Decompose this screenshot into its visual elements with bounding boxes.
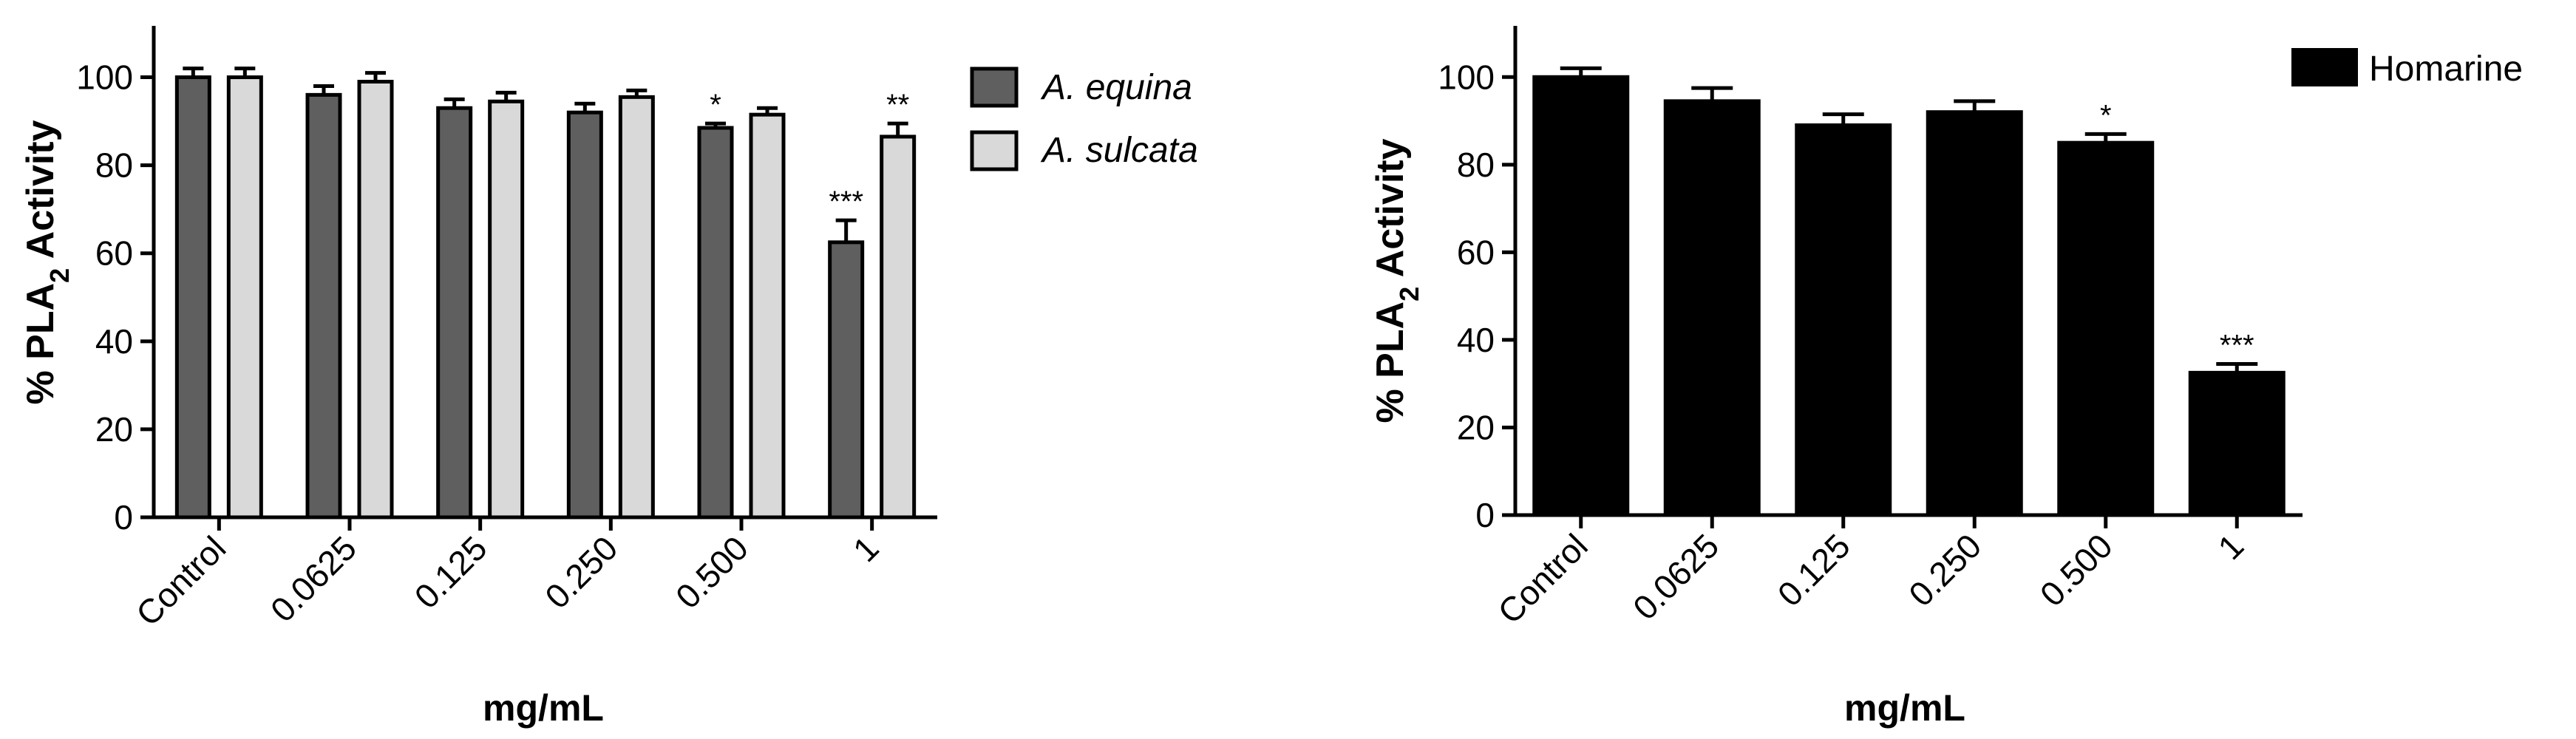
chart-left-significance: ******: [710, 89, 909, 218]
bar-asulcata: [618, 95, 655, 520]
chart-right-ylabel-main: % PLA: [1369, 302, 1412, 423]
y-tick-label: 60: [1457, 233, 1495, 271]
bar-aequina: [305, 92, 342, 520]
bar-aequina: [697, 126, 734, 520]
bar-aequina: [828, 240, 865, 520]
bar-aequina: [566, 110, 603, 520]
chart-right-legend: Homarine: [2291, 48, 2523, 89]
y-tick-label: 80: [1457, 146, 1495, 184]
y-tick-label: 0: [114, 498, 133, 537]
y-tick-label: 40: [1457, 321, 1495, 359]
legend-swatch-homarine: [2291, 48, 2358, 86]
bar-homarine: [2188, 370, 2286, 517]
significance-marker: **: [886, 89, 909, 121]
legend-label-a-equina: A. equina: [1040, 68, 1192, 107]
chart-right-ylabel: % PLA2 Activity: [1369, 138, 1424, 423]
x-tick-label: 0.125: [407, 528, 495, 616]
x-tick-label: 0.125: [1770, 526, 1858, 613]
x-tick-label: 1: [2210, 526, 2251, 567]
bar-asulcata: [226, 75, 263, 520]
chart-right-y-axis: 0 20 40 60 80 100: [1438, 26, 1518, 534]
x-tick-label: 0.500: [668, 528, 755, 616]
chart-right-ylabel-rest: Activity: [1369, 138, 1412, 286]
x-tick-label: Control: [1490, 526, 1595, 631]
x-tick-label: 1: [846, 528, 886, 569]
bar-aequina: [436, 106, 473, 520]
x-tick-label: 0.0625: [263, 528, 364, 629]
y-tick-label: 20: [1457, 408, 1495, 446]
bar-homarine: [1795, 123, 1892, 517]
significance-marker: *: [710, 89, 721, 121]
x-tick-label: 0.500: [2033, 526, 2120, 613]
chart-left-x-axis: Control 0.0625 0.125 0.250 0.500 1: [129, 515, 937, 633]
chart-left-y-axis: 0 20 40 60 80 100: [76, 26, 156, 537]
bar-asulcata: [488, 99, 525, 520]
y-tick-label: 80: [95, 146, 133, 185]
bar-homarine: [1926, 110, 2023, 517]
bar-asulcata: [749, 112, 786, 520]
y-tick-label: 60: [95, 234, 133, 273]
bar-asulcata: [880, 134, 917, 520]
significance-marker: ***: [829, 185, 863, 218]
significance-marker: ***: [2220, 330, 2254, 362]
chart-right-errorbars: [1560, 66, 2258, 373]
bar-aequina: [174, 75, 211, 520]
legend-swatch-a-equina: [970, 67, 1019, 108]
x-tick-label: 0.250: [1901, 526, 1988, 613]
chart-left-xlabel: mg/mL: [483, 687, 604, 729]
legend-swatch-a-sulcata: [970, 130, 1019, 171]
y-tick-label: 100: [1438, 58, 1495, 96]
x-tick-label: 0.250: [537, 528, 625, 616]
y-tick-label: 0: [1475, 496, 1495, 534]
chart-right-bars: [1532, 75, 2286, 517]
bar-homarine: [2057, 140, 2155, 517]
x-tick-label: 0.0625: [1625, 526, 1726, 627]
chart-left-ylabel: % PLA2 Activity: [19, 120, 75, 404]
chart-left-legend: A. equina A. sulcata: [970, 67, 1198, 171]
bar-asulcata: [357, 80, 394, 520]
chart-right-ylabel-sub: 2: [1394, 287, 1424, 302]
y-tick-label: 20: [95, 410, 133, 449]
bar-homarine: [1532, 75, 1630, 517]
chart-right-significance: ****: [2100, 99, 2254, 361]
chart-left-ylabel-sub: 2: [44, 268, 75, 283]
chart-right-x-axis: Control 0.0625 0.125 0.250 0.500 1: [1490, 513, 2303, 631]
y-tick-label: 100: [76, 58, 133, 97]
chart-left-ylabel-main: % PLA: [19, 283, 62, 405]
chart-left-ylabel-rest: Activity: [19, 120, 62, 268]
chart-right-xlabel: mg/mL: [1844, 687, 1965, 729]
chart-left-errorbars: [183, 67, 908, 242]
x-tick-label: Control: [129, 528, 234, 633]
significance-marker: *: [2100, 99, 2112, 132]
legend-label-homarine: Homarine: [2369, 50, 2523, 89]
chart-left-bars: [174, 75, 917, 520]
legend-label-a-sulcata: A. sulcata: [1040, 131, 1198, 170]
y-tick-label: 40: [95, 322, 133, 361]
bar-homarine: [1663, 99, 1761, 517]
